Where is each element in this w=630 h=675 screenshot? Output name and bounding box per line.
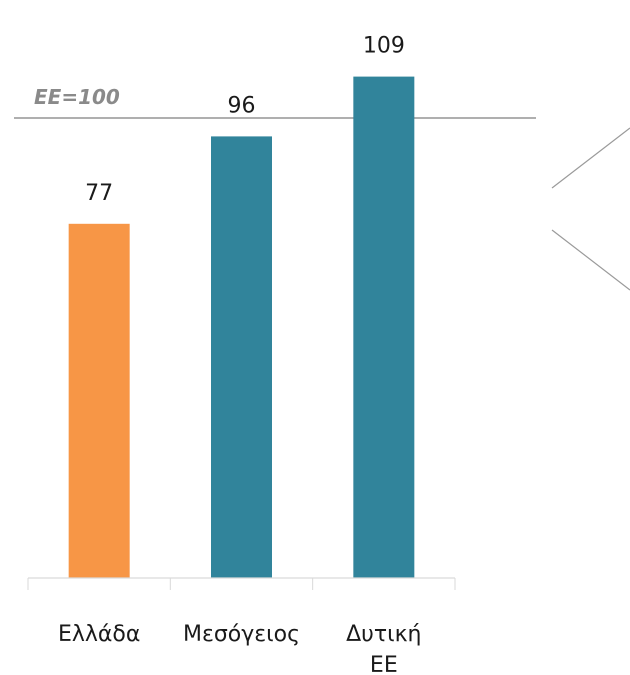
data-label-2: 96 bbox=[228, 93, 256, 118]
callout-line-upper bbox=[551, 127, 630, 189]
bar-1 bbox=[68, 223, 130, 579]
x-tick-label-3: Δυτική ΕΕ bbox=[346, 622, 421, 675]
data-labels-group: 77 96 109 bbox=[85, 34, 405, 206]
callout-line-lower bbox=[551, 229, 630, 291]
bar-3 bbox=[353, 76, 415, 578]
bar-2 bbox=[211, 136, 272, 578]
data-label-1: 77 bbox=[85, 181, 113, 206]
reference-line-group: ΕΕ=100 bbox=[14, 85, 536, 119]
bars-group bbox=[68, 76, 415, 579]
x-axis-tick-labels: Ελλάδα Μεσόγειος Δυτική ΕΕ bbox=[58, 622, 422, 675]
x-axis-ticks bbox=[27, 578, 456, 590]
reference-line-label: ΕΕ=100 bbox=[34, 85, 120, 109]
data-label-3: 109 bbox=[363, 34, 405, 59]
x-tick-label-2: Μεσόγειος bbox=[183, 622, 300, 647]
callout-connector bbox=[551, 127, 630, 291]
x-tick-label-1: Ελλάδα bbox=[58, 622, 140, 647]
